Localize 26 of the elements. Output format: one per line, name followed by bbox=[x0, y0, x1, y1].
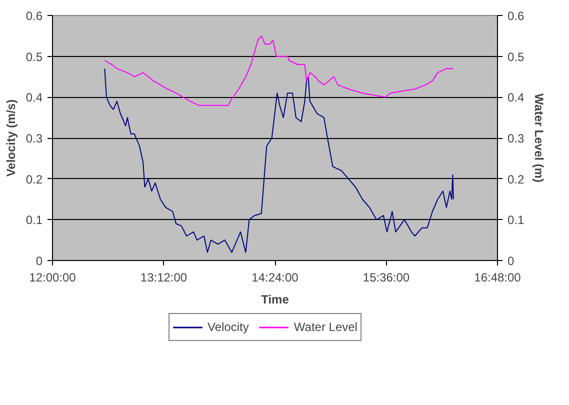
x-axis-title: Time bbox=[261, 292, 290, 306]
x-tick-label: 15:36:00 bbox=[362, 270, 410, 284]
x-tick-label: 12:00:00 bbox=[29, 270, 76, 284]
y-tick-label: 0.4 bbox=[26, 90, 43, 105]
legend-label: Velocity bbox=[208, 320, 249, 334]
x-tick-label: 13:12:00 bbox=[140, 270, 188, 284]
y-tick-label: 0.1 bbox=[26, 213, 43, 228]
y-tick-label: 0.5 bbox=[26, 50, 43, 64]
y2-tick-label: 0.2 bbox=[508, 172, 525, 186]
y2-tick-label: 0.1 bbox=[508, 213, 525, 228]
line-series bbox=[104, 35, 454, 106]
legend-label: Water Level bbox=[294, 320, 358, 334]
y2-axis-title: Water Level (m) bbox=[532, 94, 546, 182]
y2-tick-label: 0.4 bbox=[508, 90, 525, 105]
y-tick-label: 0 bbox=[36, 254, 43, 268]
x-tick-label: 16:48:00 bbox=[474, 270, 522, 284]
y-axis-title: Velocity (m/s) bbox=[4, 99, 18, 177]
y-tick-label: 0.2 bbox=[26, 172, 43, 186]
y-tick-label: 0.3 bbox=[26, 132, 43, 146]
y2-tick-label: 0 bbox=[508, 254, 514, 268]
line-series bbox=[104, 68, 454, 253]
y2-tick-label: 0.6 bbox=[508, 9, 525, 23]
x-tick-label: 14:24:00 bbox=[252, 270, 299, 284]
y2-tick-label: 0.3 bbox=[508, 132, 525, 146]
y-tick-label: 0.6 bbox=[26, 9, 43, 23]
y2-tick-label: 0.5 bbox=[508, 50, 525, 64]
